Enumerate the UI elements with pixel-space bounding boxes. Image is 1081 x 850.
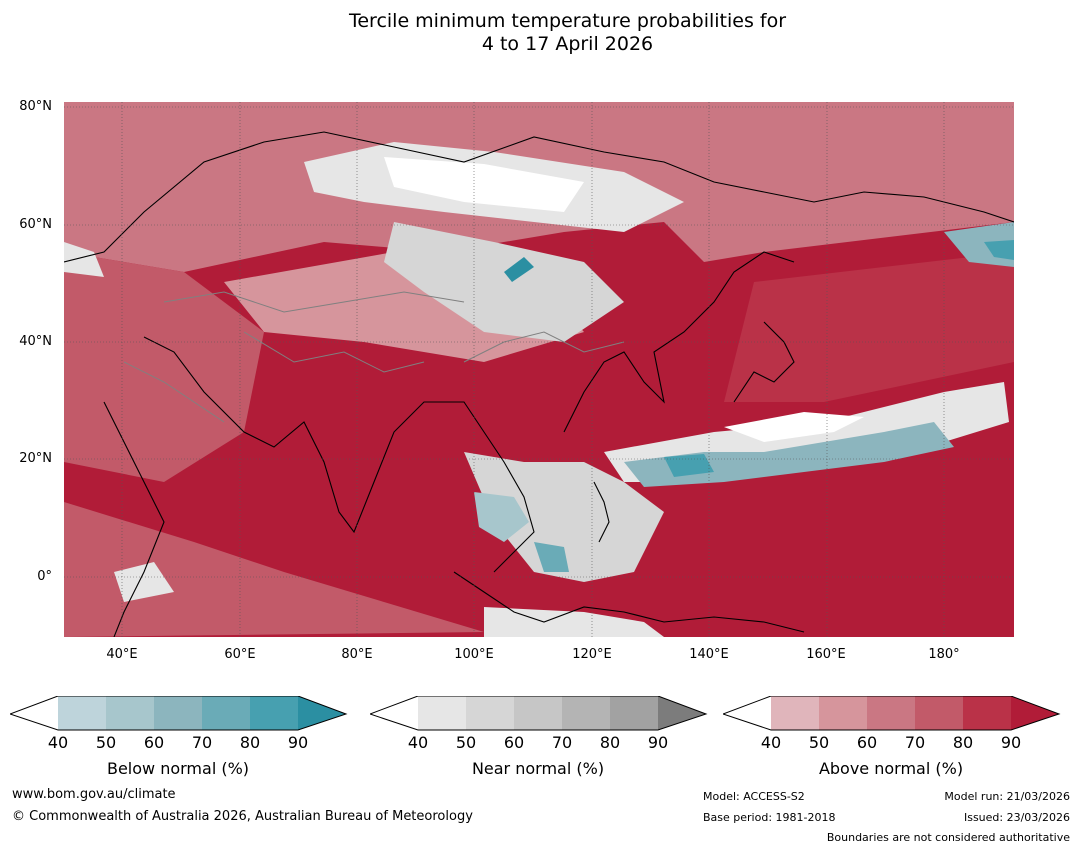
pacific-below-normal-core	[664, 454, 714, 477]
title-line-1: Tercile minimum temperature probabilitie…	[348, 10, 787, 32]
country-boundaries	[123, 291, 625, 423]
near-tick: 80	[599, 733, 621, 752]
bering-below-normal-core	[984, 240, 1014, 260]
lon-label-160e: 160°E	[806, 647, 846, 662]
below-tick: 40	[47, 733, 69, 752]
graticule	[64, 102, 1014, 637]
above-tick: 50	[808, 733, 830, 752]
lat-label-60n: 60°N	[19, 217, 52, 232]
southeast-asia-near-normal	[464, 452, 664, 582]
above-seg-6	[1011, 696, 1059, 730]
near-normal-colorbar	[368, 695, 710, 736]
below-seg-1	[58, 696, 106, 730]
probability-map	[64, 102, 1014, 637]
indochina-below-normal	[474, 492, 529, 542]
boundaries-disclaimer: Boundaries are not considered authoritat…	[826, 831, 1070, 844]
above-seg-0	[723, 696, 771, 730]
lon-label-40e: 40°E	[106, 647, 138, 662]
lon-label-140e: 140°E	[689, 647, 729, 662]
lat-label-0: 0°	[37, 569, 52, 584]
lat-label-20n: 20°N	[19, 451, 52, 466]
coastlines	[64, 131, 1014, 637]
middle-east-region	[64, 252, 264, 482]
near-seg-3	[514, 696, 562, 730]
lon-label-80e: 80°E	[341, 647, 373, 662]
near-seg-4	[562, 696, 610, 730]
map-canvas	[64, 102, 1014, 637]
below-seg-4	[202, 696, 250, 730]
website-link[interactable]: www.bom.gov.au/climate	[12, 787, 176, 802]
base-period-text: Base period: 1981-2018	[703, 811, 836, 824]
mongolia-near-normal	[384, 222, 624, 342]
near-seg-6	[658, 696, 706, 730]
above-seg-4	[915, 696, 963, 730]
above-tick: 40	[760, 733, 782, 752]
below-seg-5	[250, 696, 298, 730]
below-seg-0	[10, 696, 58, 730]
above-normal-label: Above normal (%)	[818, 759, 964, 778]
near-tick: 60	[503, 733, 525, 752]
near-seg-1	[418, 696, 466, 730]
below-tick: 90	[287, 733, 309, 752]
lon-label-60e: 60°E	[224, 647, 256, 662]
below-seg-2	[106, 696, 154, 730]
lon-label-180: 180°	[928, 647, 960, 662]
above-seg-3	[867, 696, 915, 730]
indonesia-near-normal	[484, 607, 664, 637]
below-tick: 80	[239, 733, 261, 752]
above-tick: 70	[904, 733, 926, 752]
near-normal-label: Near normal (%)	[471, 759, 605, 778]
lon-label-100e: 100°E	[454, 647, 494, 662]
model-text: Model: ACCESS-S2	[703, 790, 805, 803]
above-tick: 90	[1000, 733, 1022, 752]
near-seg-5	[610, 696, 658, 730]
lat-label-40n: 40°N	[19, 334, 52, 349]
near-seg-0	[370, 696, 418, 730]
below-tick: 70	[191, 733, 213, 752]
below-tick: 60	[143, 733, 165, 752]
model-run-text: Model run: 21/03/2026	[944, 790, 1070, 803]
issued-text: Issued: 23/03/2026	[963, 811, 1070, 824]
above-normal-colorbar	[721, 695, 1063, 736]
north-pacific-region	[724, 252, 1014, 402]
map-title: Tercile minimum temperature probabilitie…	[0, 10, 1081, 56]
near-seg-2	[466, 696, 514, 730]
siberia-white	[384, 157, 584, 212]
lon-label-120e: 120°E	[572, 647, 612, 662]
near-tick: 90	[647, 733, 669, 752]
near-tick: 70	[551, 733, 573, 752]
below-normal-label: Below normal (%)	[106, 759, 250, 778]
above-seg-2	[819, 696, 867, 730]
indian-ocean-region	[64, 502, 484, 637]
europe-near-normal	[64, 242, 104, 277]
above-seg-1	[771, 696, 819, 730]
africa-near-normal	[114, 562, 174, 602]
above-tick: 60	[856, 733, 878, 752]
borneo-below-normal	[534, 542, 569, 572]
below-tick: 50	[95, 733, 117, 752]
pacific-white-band	[724, 412, 864, 442]
title-line-2: 4 to 17 April 2026	[481, 33, 654, 55]
baikal-below-normal	[504, 257, 534, 282]
above-seg-5	[963, 696, 1011, 730]
below-seg-3	[154, 696, 202, 730]
below-seg-6	[298, 696, 346, 730]
below-normal-colorbar	[8, 695, 350, 736]
above-tick: 80	[952, 733, 974, 752]
near-tick: 40	[407, 733, 429, 752]
near-tick: 50	[455, 733, 477, 752]
lat-label-80n: 80°N	[19, 99, 52, 114]
copyright-text: © Commonwealth of Australia 2026, Austra…	[12, 809, 473, 824]
